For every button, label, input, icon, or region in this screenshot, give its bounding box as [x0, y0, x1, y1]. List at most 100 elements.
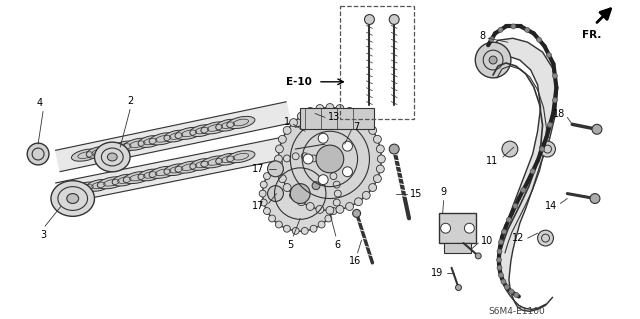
Text: 11: 11	[486, 156, 498, 166]
Ellipse shape	[227, 151, 255, 163]
Ellipse shape	[164, 130, 188, 142]
Text: 16: 16	[349, 256, 361, 266]
Circle shape	[303, 154, 313, 164]
Circle shape	[275, 159, 282, 166]
Circle shape	[346, 108, 353, 115]
Ellipse shape	[112, 174, 136, 186]
Circle shape	[353, 209, 360, 217]
Circle shape	[316, 205, 324, 213]
Circle shape	[292, 153, 299, 160]
Circle shape	[441, 223, 451, 233]
Circle shape	[325, 215, 332, 222]
Circle shape	[301, 153, 308, 160]
Circle shape	[376, 165, 384, 173]
Circle shape	[369, 183, 376, 191]
Circle shape	[538, 230, 554, 246]
Circle shape	[376, 145, 384, 153]
Circle shape	[378, 155, 385, 163]
Circle shape	[369, 126, 376, 134]
Ellipse shape	[149, 166, 177, 178]
Circle shape	[389, 144, 399, 154]
Circle shape	[497, 265, 502, 270]
Circle shape	[28, 143, 49, 165]
Text: 9: 9	[440, 187, 447, 197]
Circle shape	[504, 285, 509, 290]
Circle shape	[269, 215, 276, 222]
Circle shape	[278, 175, 286, 182]
Circle shape	[362, 119, 370, 127]
Circle shape	[268, 186, 284, 202]
Ellipse shape	[216, 119, 240, 131]
Circle shape	[509, 289, 514, 294]
Ellipse shape	[97, 177, 125, 189]
Circle shape	[514, 293, 519, 297]
Circle shape	[275, 165, 284, 173]
Ellipse shape	[190, 159, 214, 170]
Circle shape	[292, 227, 299, 234]
Text: S6M4-E1100: S6M4-E1100	[488, 307, 545, 316]
Circle shape	[506, 217, 511, 222]
Circle shape	[365, 15, 374, 25]
Circle shape	[501, 279, 506, 284]
Circle shape	[275, 221, 282, 228]
Circle shape	[476, 253, 481, 259]
Circle shape	[318, 175, 328, 185]
Circle shape	[325, 165, 332, 172]
Ellipse shape	[86, 146, 111, 158]
Bar	[438, 213, 476, 243]
Ellipse shape	[97, 144, 125, 156]
Circle shape	[316, 145, 344, 173]
Text: 7: 7	[354, 122, 360, 132]
Bar	[444, 243, 471, 253]
Circle shape	[333, 199, 340, 206]
Circle shape	[489, 37, 494, 42]
Circle shape	[301, 227, 308, 234]
Bar	[300, 108, 374, 129]
Text: 2: 2	[127, 96, 133, 106]
Text: E-10: E-10	[286, 77, 312, 87]
Circle shape	[592, 124, 602, 134]
Circle shape	[334, 190, 341, 197]
Circle shape	[499, 240, 504, 245]
Circle shape	[291, 184, 310, 204]
Circle shape	[513, 204, 518, 208]
Ellipse shape	[108, 153, 117, 161]
Circle shape	[264, 208, 270, 214]
Circle shape	[547, 122, 552, 127]
Circle shape	[326, 104, 334, 111]
Circle shape	[521, 188, 525, 193]
Ellipse shape	[86, 180, 111, 191]
Circle shape	[333, 181, 340, 188]
Circle shape	[275, 145, 284, 153]
Text: 15: 15	[410, 189, 422, 199]
Circle shape	[284, 225, 291, 232]
Circle shape	[298, 198, 305, 206]
Circle shape	[536, 37, 541, 42]
Circle shape	[489, 56, 497, 64]
Circle shape	[268, 161, 284, 177]
Ellipse shape	[124, 138, 152, 150]
Circle shape	[497, 249, 502, 254]
Circle shape	[275, 155, 282, 163]
Ellipse shape	[72, 182, 100, 194]
Text: 19: 19	[431, 268, 444, 278]
Circle shape	[278, 108, 381, 211]
Ellipse shape	[149, 133, 177, 145]
Circle shape	[318, 221, 325, 228]
Circle shape	[264, 173, 270, 180]
Polygon shape	[488, 38, 557, 311]
Circle shape	[260, 199, 267, 206]
Text: 1: 1	[284, 117, 291, 127]
Text: 8: 8	[479, 31, 485, 41]
Text: 4: 4	[37, 98, 43, 108]
Circle shape	[456, 285, 461, 291]
Circle shape	[530, 169, 535, 174]
Polygon shape	[56, 137, 291, 204]
Circle shape	[389, 15, 399, 25]
Circle shape	[525, 27, 530, 32]
Circle shape	[330, 208, 337, 214]
Ellipse shape	[95, 142, 130, 172]
Ellipse shape	[227, 116, 255, 129]
Text: 17: 17	[252, 164, 264, 174]
Circle shape	[476, 42, 511, 78]
